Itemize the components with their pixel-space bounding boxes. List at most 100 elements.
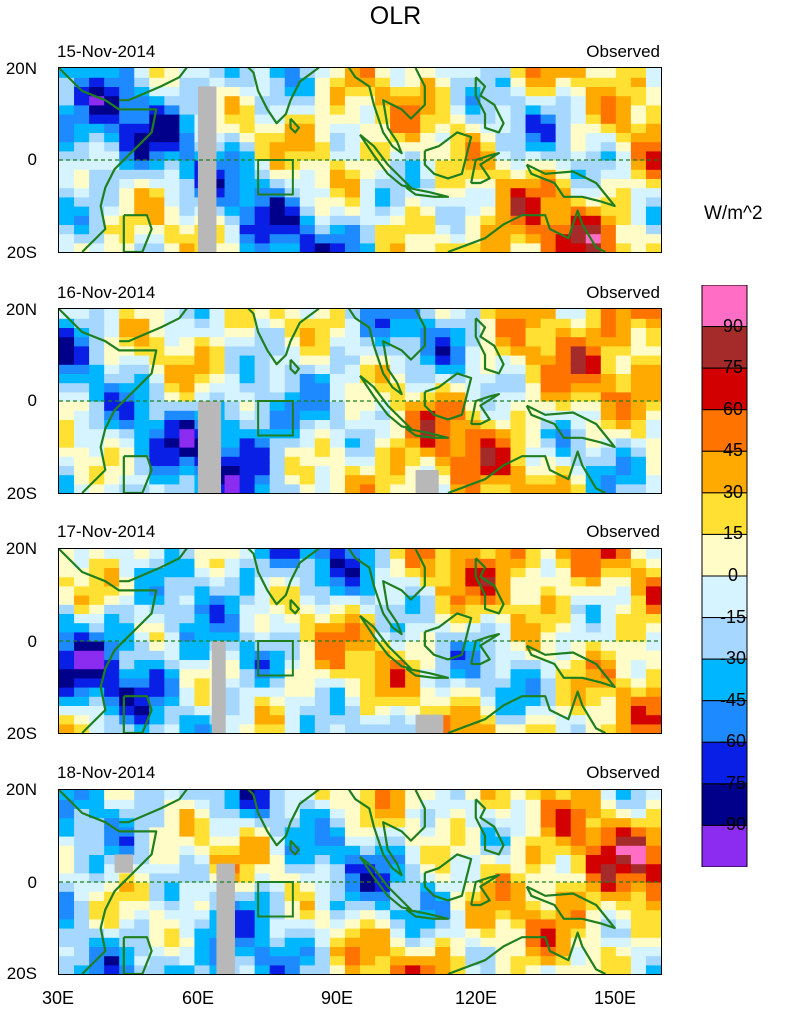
olr-cell — [375, 150, 391, 161]
olr-cell — [600, 447, 617, 457]
olr-cell — [510, 150, 527, 161]
olr-cell — [344, 318, 361, 328]
olr-cell — [59, 68, 75, 78]
olr-cell — [420, 549, 436, 559]
olr-cell — [104, 401, 120, 411]
olr-cell — [360, 474, 376, 485]
olr-cell — [375, 428, 391, 439]
olr-field — [59, 309, 661, 493]
olr-cell — [600, 604, 617, 614]
olr-cell — [555, 123, 572, 133]
olr-cell — [299, 114, 316, 124]
olr-cell — [89, 141, 105, 152]
olr-cell — [525, 845, 542, 855]
olr-cell — [390, 918, 406, 929]
coastline — [59, 68, 158, 252]
olr-cell — [194, 585, 211, 596]
olr-cell — [179, 150, 196, 161]
olr-cell — [59, 659, 75, 670]
olr-cell — [420, 937, 436, 947]
olr-cell — [314, 836, 331, 846]
colorbar-box-11 — [701, 741, 748, 785]
olr-cell — [209, 132, 226, 143]
olr-cell — [360, 77, 376, 87]
olr-cell — [134, 132, 150, 143]
olr-cell — [435, 224, 451, 235]
olr-cell — [344, 114, 361, 124]
olr-cell — [360, 918, 376, 929]
olr-cell — [104, 77, 120, 87]
olr-cell — [390, 68, 406, 78]
olr-cell — [375, 474, 391, 485]
olr-cell — [149, 613, 165, 624]
olr-cell — [89, 817, 105, 828]
olr-cell — [540, 937, 557, 947]
olr-cell — [314, 799, 331, 809]
olr-cell — [360, 456, 376, 466]
olr-cell — [450, 224, 466, 235]
olr-cell — [164, 863, 180, 874]
olr-cell — [329, 327, 346, 338]
olr-cell — [555, 474, 572, 485]
olr-cell — [149, 309, 165, 319]
olr-cell — [570, 95, 587, 106]
olr-cell — [89, 659, 105, 670]
olr-cell — [615, 558, 632, 568]
olr-cell — [375, 918, 391, 929]
olr-cell — [585, 318, 602, 328]
olr-cell — [360, 714, 376, 725]
olr-cell — [600, 826, 617, 837]
olr-cell — [375, 447, 391, 457]
olr-cell — [194, 613, 211, 624]
olr-cell — [525, 576, 542, 587]
olr-cell — [375, 595, 391, 605]
olr-cell — [585, 373, 602, 384]
olr-cell — [555, 437, 572, 448]
olr-cell — [74, 799, 90, 809]
olr-cell — [570, 141, 587, 152]
olr-cell — [465, 206, 481, 216]
olr-cell — [435, 964, 451, 974]
olr-cell — [465, 401, 481, 411]
olr-cell — [510, 123, 527, 133]
olr-cell — [480, 696, 497, 706]
olr-cell — [134, 355, 150, 365]
olr-cell — [329, 891, 346, 901]
olr-cell — [239, 696, 256, 706]
olr-cell — [149, 882, 165, 892]
olr-cell — [209, 808, 226, 819]
olr-cell — [555, 483, 572, 493]
olr-cell — [299, 437, 316, 448]
olr-cell — [104, 114, 120, 124]
olr-cell — [239, 799, 256, 809]
olr-cell — [344, 428, 361, 439]
olr-cell — [149, 854, 165, 865]
olr-cell — [360, 196, 376, 207]
olr-cell — [179, 196, 196, 207]
olr-cell — [450, 836, 466, 846]
olr-cell — [420, 576, 436, 587]
coastline — [347, 790, 426, 877]
olr-cell — [149, 364, 165, 374]
olr-cell — [284, 677, 301, 688]
olr-cell — [89, 622, 105, 633]
olr-cell — [435, 150, 451, 161]
olr-cell — [495, 918, 512, 929]
olr-cell — [59, 178, 75, 189]
olr-cell — [329, 336, 346, 347]
olr-cell — [570, 705, 587, 716]
olr-cell — [600, 345, 617, 356]
olr-cell — [164, 955, 180, 966]
olr-cell — [510, 206, 527, 216]
panel-2-ytick-20S: 20S — [6, 484, 37, 503]
olr-cell — [314, 558, 331, 568]
olr-cell — [450, 474, 466, 485]
olr-cell — [585, 95, 602, 106]
olr-cell — [405, 242, 421, 252]
olr-cell — [405, 336, 421, 347]
olr-cell — [390, 123, 406, 133]
olr-cell — [59, 918, 75, 929]
coastline — [59, 309, 158, 493]
olr-cell — [495, 419, 512, 430]
olr-cell — [254, 437, 271, 448]
